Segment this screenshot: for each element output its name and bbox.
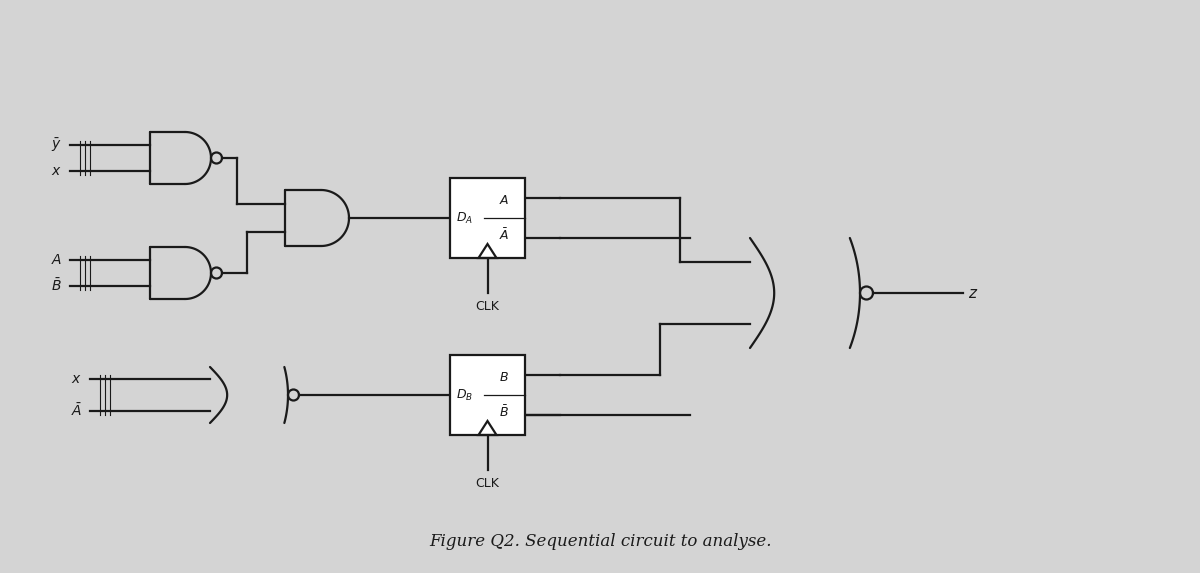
Bar xyxy=(450,355,526,435)
Text: Figure Q2. Sequential circuit to analyse.: Figure Q2. Sequential circuit to analyse… xyxy=(428,532,772,550)
Text: $A$: $A$ xyxy=(499,194,509,207)
Text: $\bar{y}$: $\bar{y}$ xyxy=(52,136,62,154)
Text: $\bar{A}$: $\bar{A}$ xyxy=(499,228,509,244)
Text: $D_B$: $D_B$ xyxy=(456,387,473,403)
Text: $A$: $A$ xyxy=(50,253,62,267)
Text: CLK: CLK xyxy=(475,477,499,490)
Bar xyxy=(450,178,526,258)
Text: $\bar{A}$: $\bar{A}$ xyxy=(71,402,82,419)
Text: $x$: $x$ xyxy=(71,372,82,386)
Text: $\bar{B}$: $\bar{B}$ xyxy=(52,277,62,295)
Text: $B$: $B$ xyxy=(499,371,509,384)
Text: CLK: CLK xyxy=(475,300,499,313)
Text: $\bar{B}$: $\bar{B}$ xyxy=(499,405,509,421)
Text: $z$: $z$ xyxy=(968,285,978,300)
Text: $D_A$: $D_A$ xyxy=(456,210,473,226)
Text: $x$: $x$ xyxy=(52,164,62,178)
